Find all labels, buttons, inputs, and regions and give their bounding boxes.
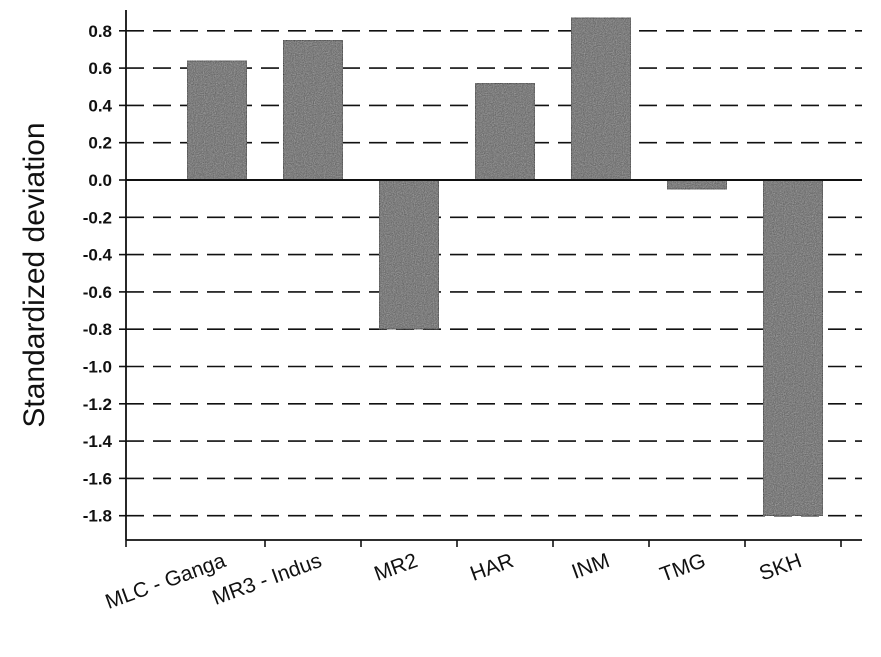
y-axis-label: Standardized deviation xyxy=(18,122,51,427)
bar-mlc-ganga xyxy=(186,59,248,181)
bar-skh xyxy=(762,179,824,517)
bar-tmg xyxy=(666,179,728,191)
y-tick-label: 0.4 xyxy=(88,96,112,115)
y-tick-label: 0.0 xyxy=(88,171,112,190)
bar-mr3-indus xyxy=(282,39,344,181)
x-tick-label: MR3 - Indus xyxy=(209,549,324,610)
y-tick-label: -1.6 xyxy=(83,469,112,488)
x-tick-label: HAR xyxy=(467,549,517,586)
x-tick-label: INM xyxy=(569,549,613,584)
y-tick-label: 0.6 xyxy=(88,59,112,78)
y-tick-label: -0.2 xyxy=(83,208,112,227)
y-tick-label: -0.8 xyxy=(83,320,112,339)
y-tick-labels: 0.8 0.6 0.4 0.2 0.0 -0.2 -0.4 -0.6 -0.8 -1.0 -1.2 -… xyxy=(83,22,126,526)
y-tick-label: 0.2 xyxy=(88,134,112,153)
y-tick-label: -1.4 xyxy=(83,432,113,451)
axes xyxy=(125,10,862,541)
y-tick-label: -1.8 xyxy=(83,507,112,526)
bars xyxy=(186,16,824,517)
y-tick-label: -0.4 xyxy=(83,246,113,265)
bar-mr2 xyxy=(378,179,440,331)
y-tick-label: -0.6 xyxy=(83,283,112,302)
gridlines xyxy=(126,29,862,517)
y-tick-label: 0.8 xyxy=(88,22,112,41)
y-tick-label: -1.2 xyxy=(83,395,112,414)
x-tick-label: MR2 xyxy=(371,549,421,586)
bar-har xyxy=(474,82,536,181)
x-tick-label: SKH xyxy=(756,549,804,585)
x-tick-label: TMG xyxy=(657,549,709,587)
y-tick-label: -1.0 xyxy=(83,358,112,377)
x-tick-label: MLC - Ganga xyxy=(102,549,229,614)
bar-inm xyxy=(570,16,632,181)
